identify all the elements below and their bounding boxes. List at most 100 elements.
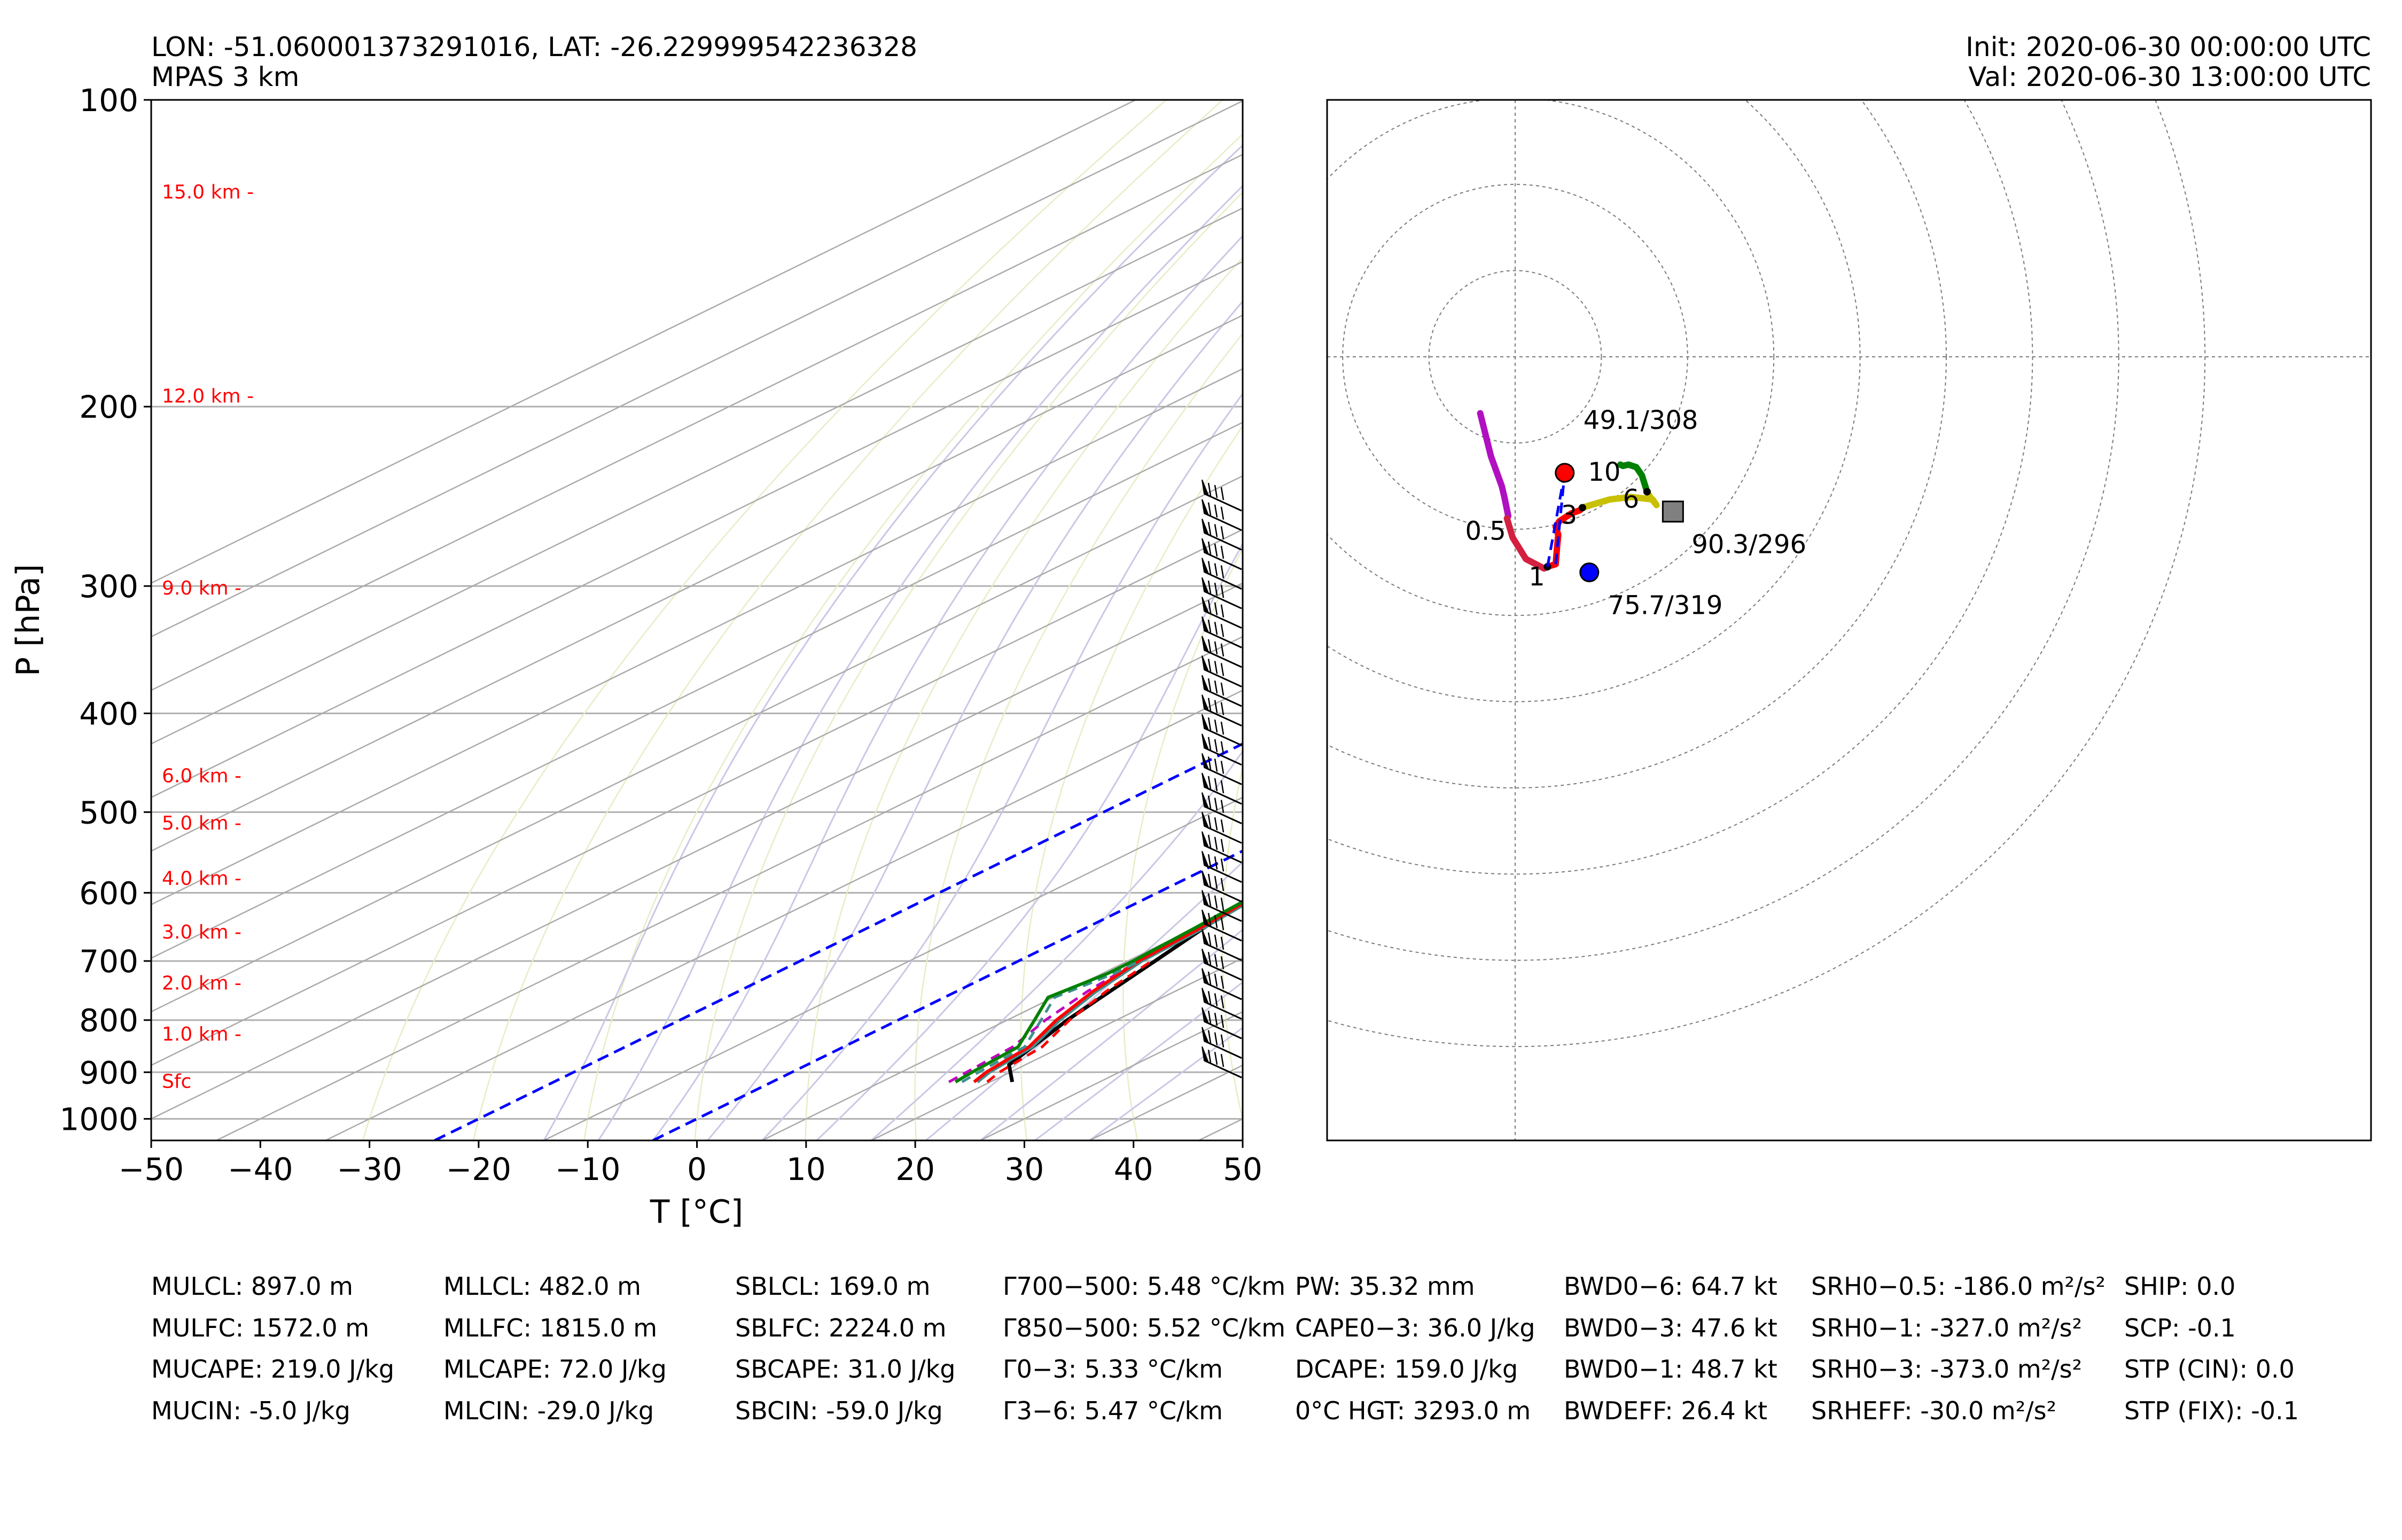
barb-tick	[1207, 991, 1212, 1004]
barb-tick	[1220, 624, 1225, 637]
wind-barb	[1202, 968, 1242, 1000]
barb-shaft	[1204, 649, 1242, 668]
barb-tick	[1207, 756, 1212, 770]
dry-adiabat	[2289, 100, 2402, 1140]
skewed-isotherm	[325, 689, 1243, 1140]
index-value: SCP: -0.1	[2124, 1313, 2236, 1342]
barb-tick	[1214, 1012, 1218, 1026]
highlighted-isotherm	[652, 849, 1243, 1140]
barb-tick	[1220, 819, 1225, 833]
skewed-isotherm	[1089, 1064, 1243, 1140]
storm-motion-label: 90.3/296	[1691, 530, 1806, 560]
index-value: MULFC: 1572.0 m	[151, 1313, 370, 1342]
dry-adiabat	[1760, 100, 1958, 1140]
barb-tick	[1214, 504, 1218, 518]
y-tick-label: 1000	[59, 1101, 138, 1138]
barb-tick	[1207, 659, 1212, 672]
wind-barb	[1202, 558, 1242, 590]
barb-tick	[1207, 698, 1212, 711]
barb-tick	[1220, 936, 1225, 950]
dry-adiabat	[1020, 425, 1243, 1140]
index-value: BWD0−1: 48.7 kt	[1564, 1355, 1777, 1383]
barb-tick	[1220, 722, 1225, 735]
wind-barb	[1202, 675, 1242, 707]
index-value: SBLFC: 2224.0 m	[735, 1313, 947, 1342]
y-tick-label: 900	[79, 1054, 138, 1091]
layer-marker	[1643, 488, 1651, 496]
dry-adiabat	[805, 256, 1243, 1140]
barb-flag	[1202, 1007, 1210, 1025]
barb-tick	[1207, 717, 1212, 731]
barb-tick	[1220, 761, 1225, 774]
moist-adiabat	[1089, 1027, 1243, 1140]
dry-adiabat	[472, 100, 1223, 1140]
wind-barbs	[1202, 479, 1242, 1078]
index-value: MLCIN: -29.0 J/kg	[443, 1396, 654, 1425]
barb-shaft	[1204, 493, 1242, 512]
barb-tick	[1207, 873, 1212, 887]
index-value: PW: 35.32 mm	[1295, 1272, 1475, 1301]
barb-shaft	[1204, 688, 1242, 707]
barb-tick	[1214, 1032, 1218, 1045]
barb-flag	[1202, 597, 1210, 614]
skewed-isotherm	[151, 368, 1243, 905]
x-tick-label: 40	[1114, 1151, 1153, 1187]
barb-shaft	[1204, 903, 1242, 922]
index-value: STP (FIX): -0.1	[2124, 1396, 2299, 1425]
barb-tick	[1207, 776, 1212, 789]
barb-tick	[1220, 995, 1225, 1009]
wind-barb	[1202, 909, 1242, 942]
index-value: Γ850−500: 5.52 °C/km	[1003, 1313, 1285, 1342]
barb-tick	[1220, 526, 1225, 540]
dry-adiabat	[2073, 100, 2355, 1140]
moist-adiabat	[816, 542, 1243, 1140]
barb-tick	[1214, 1052, 1218, 1065]
hodograph-segment-3-6km	[1579, 488, 1660, 511]
wind-barb	[1202, 538, 1242, 570]
barb-tick	[1214, 914, 1218, 928]
temperature-trace	[973, 901, 1243, 1083]
barb-flag	[1202, 655, 1210, 673]
moist-adiabat	[870, 750, 1243, 1140]
moist-adiabat	[980, 928, 1243, 1140]
hodograph-ring	[1327, 100, 2205, 1047]
wind-barb	[1202, 479, 1242, 512]
y-tick-label: 400	[79, 695, 138, 732]
index-value: Γ3−6: 5.47 °C/km	[1003, 1396, 1223, 1425]
hodograph-height-label: 3	[1561, 500, 1578, 530]
barb-tick	[1207, 482, 1212, 496]
barb-flag	[1202, 1046, 1210, 1064]
height-label: 15.0 km -	[162, 182, 254, 204]
barb-shaft	[1204, 669, 1242, 687]
layer-marker	[1578, 504, 1586, 512]
moist-adiabat	[707, 300, 1243, 1140]
storm-motion-marker	[1579, 562, 1600, 582]
index-value: SBCAPE: 31.0 J/kg	[735, 1355, 956, 1383]
barb-tick	[1214, 993, 1218, 1006]
index-column: SHIP: 0.0 SCP: -0.1 STP (CIN): 0.0 STP (FIX…	[2124, 1266, 2299, 1432]
barb-tick	[1220, 702, 1225, 715]
index-value: Γ0−3: 5.33 °C/km	[1003, 1355, 1223, 1383]
x-tick-label: 10	[786, 1151, 826, 1187]
index-value: SBCIN: -59.0 J/kg	[735, 1396, 943, 1425]
hodograph-frame	[1326, 99, 2372, 1142]
barb-tick	[1214, 661, 1218, 674]
barb-tick	[1220, 487, 1225, 501]
index-value: BWD0−6: 64.7 kt	[1564, 1272, 1777, 1301]
barb-tick	[1220, 604, 1225, 617]
barb-flag	[1202, 948, 1210, 966]
index-value: MULCL: 897.0 m	[151, 1272, 353, 1301]
skewed-isotherm	[151, 314, 1243, 852]
storm-motion-label: 49.1/308	[1584, 405, 1698, 435]
barb-tick	[1207, 1010, 1212, 1024]
barb-tick	[1220, 682, 1225, 696]
barb-tick	[1220, 878, 1225, 892]
barb-tick	[1207, 620, 1212, 633]
height-label: 3.0 km -	[162, 921, 241, 943]
height-label: 9.0 km -	[162, 577, 241, 599]
skewed-isotherm	[151, 475, 1243, 1013]
moist-adiabat	[1034, 981, 1243, 1140]
barb-tick	[1207, 580, 1212, 594]
barb-tick	[1207, 541, 1212, 555]
barb-shaft	[1204, 1059, 1242, 1078]
